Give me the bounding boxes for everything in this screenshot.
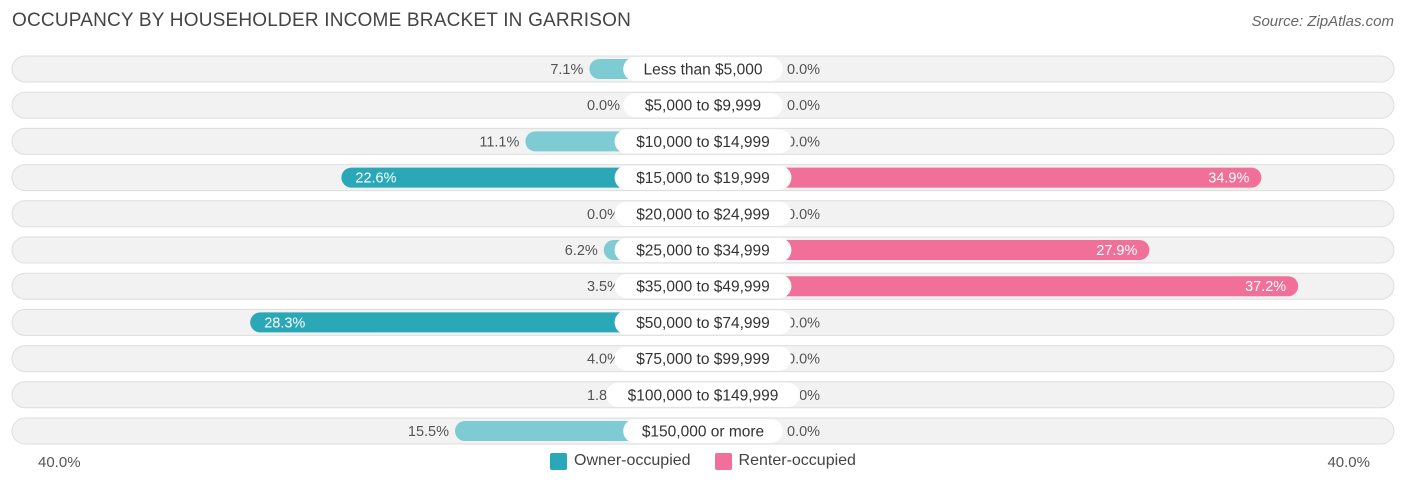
owner-bar <box>341 167 703 188</box>
category-label: $20,000 to $24,999 <box>636 206 770 223</box>
category-label: $50,000 to $74,999 <box>636 315 770 332</box>
owner-swatch <box>550 452 568 470</box>
owner-value-label: 28.3% <box>264 315 305 331</box>
owner-value-label: 3.5% <box>587 279 620 295</box>
owner-value-label: 11.1% <box>479 134 519 150</box>
legend: Owner-occupied Renter-occupied <box>0 452 1406 470</box>
owner-value-label: 0.0% <box>587 207 620 223</box>
axis-right-label: 40.0% <box>1327 454 1370 471</box>
renter-value-label: 27.9% <box>1096 243 1137 259</box>
category-pill <box>623 419 783 443</box>
category-label: $15,000 to $19,999 <box>636 170 770 187</box>
category-pill <box>623 93 783 118</box>
owner-value-label: 7.1% <box>550 62 583 78</box>
category-label: $75,000 to $99,999 <box>636 351 770 368</box>
legend-renter: Renter-occupied <box>714 452 856 470</box>
category-label: $5,000 to $9,999 <box>645 98 761 115</box>
axis-left-label: 40.0% <box>38 454 81 471</box>
legend-owner-label: Owner-occupied <box>574 452 691 469</box>
legend-renter-label: Renter-occupied <box>738 452 856 469</box>
renter-bar <box>703 240 1150 260</box>
renter-value-label: 34.9% <box>1208 171 1249 187</box>
renter-value-label: 37.2% <box>1245 279 1286 295</box>
category-pill <box>606 382 800 407</box>
category-pill <box>614 238 792 262</box>
chart-title: OCCUPANCY BY HOUSEHOLDER INCOME BRACKET … <box>12 10 632 31</box>
category-label: Less than $5,000 <box>644 62 763 79</box>
legend-owner: Owner-occupied <box>550 452 691 470</box>
owner-value-label: 15.5% <box>408 424 449 440</box>
renter-value-label: 0.0% <box>787 207 820 223</box>
owner-value-label: 0.0% <box>587 98 620 114</box>
renter-value-label: 0.0% <box>787 352 820 368</box>
category-pill <box>614 274 792 299</box>
category-pill <box>614 129 792 154</box>
owner-value-label: 6.2% <box>565 243 598 259</box>
category-pill <box>614 310 792 335</box>
category-pill <box>614 165 792 190</box>
renter-value-label: 0.0% <box>787 315 820 331</box>
renter-value-label: 0.0% <box>787 134 820 150</box>
category-pill <box>614 346 792 371</box>
category-label: $150,000 or more <box>642 424 764 441</box>
category-label: $10,000 to $14,999 <box>636 134 770 151</box>
category-label: $35,000 to $49,999 <box>636 279 770 296</box>
renter-bar <box>703 276 1299 297</box>
renter-value-label: 0.0% <box>787 62 820 78</box>
category-label: $25,000 to $34,999 <box>636 243 770 260</box>
renter-value-label: 0.0% <box>787 98 820 114</box>
owner-value-label: 22.6% <box>355 171 396 187</box>
renter-swatch <box>714 452 732 470</box>
chart-source: Source: ZipAtlas.com <box>1251 13 1394 30</box>
renter-bar <box>703 167 1262 188</box>
category-pill <box>623 57 783 81</box>
renter-value-label: 0.0% <box>787 424 820 440</box>
owner-bar <box>250 312 703 333</box>
owner-value-label: 4.0% <box>587 352 620 368</box>
category-label: $100,000 to $149,999 <box>628 387 779 404</box>
category-pill <box>614 201 792 226</box>
